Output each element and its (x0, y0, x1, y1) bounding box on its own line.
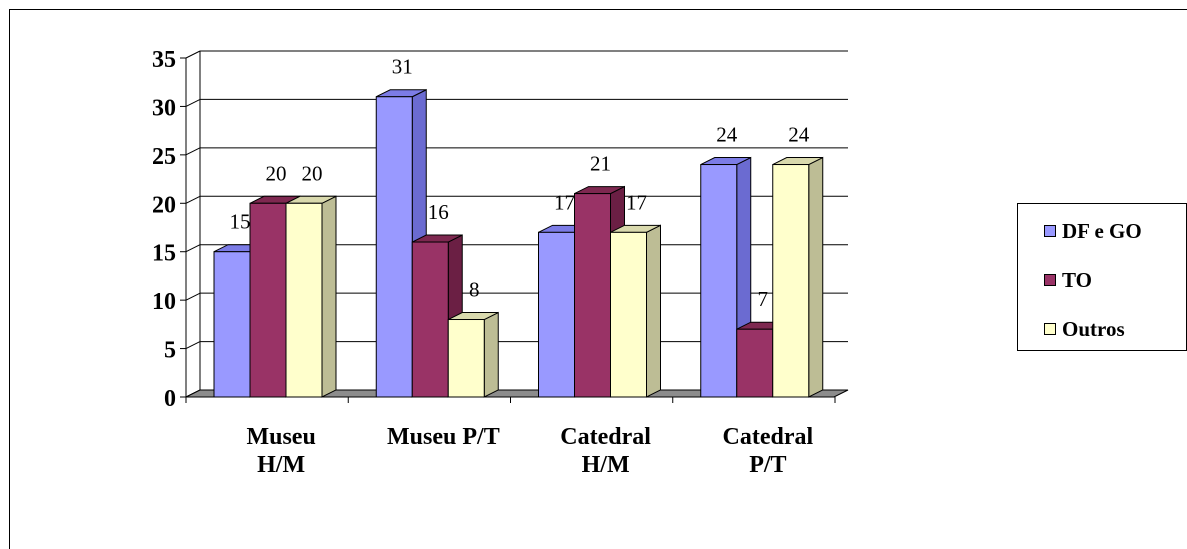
data-label: 21 (590, 152, 611, 176)
data-label: 20 (266, 161, 287, 185)
y-tick-label: 15 (152, 241, 176, 267)
legend-item-outros: Outros (1044, 316, 1125, 342)
bar (700, 164, 738, 398)
legend-label: TO (1062, 267, 1092, 292)
gridline-depth (185, 147, 201, 156)
legend-swatch (1044, 323, 1056, 335)
bar (411, 241, 449, 398)
legend-swatch (1044, 274, 1056, 286)
x-tick-label: P/T (749, 452, 786, 478)
gridline-depth (185, 195, 201, 204)
bar (447, 319, 485, 398)
x-tick-label: H/M (257, 452, 305, 478)
y-tick-label: 30 (152, 95, 176, 121)
data-label: 7 (758, 287, 769, 311)
y-tick-label: 10 (152, 289, 176, 315)
x-tick-label: H/M (582, 452, 630, 478)
bar-side (808, 156, 824, 398)
data-label: 17 (626, 190, 647, 214)
data-label: 31 (392, 55, 413, 79)
gridline-depth (185, 50, 201, 59)
y-tick-label: 0 (164, 386, 176, 412)
bar (736, 328, 774, 398)
data-label: 24 (788, 123, 810, 147)
legend-item-to: TO (1044, 267, 1092, 293)
x-tick-label: Museu P/T (387, 424, 500, 450)
bar (538, 231, 575, 398)
bar-side (321, 195, 337, 398)
gridline-depth (185, 292, 201, 301)
bar-side (646, 224, 661, 398)
legend-item-df-e-go: DF e GO (1044, 218, 1142, 244)
bar (213, 251, 251, 398)
data-label: 17 (554, 190, 575, 214)
x-tick-label: Museu (246, 424, 315, 450)
bar (249, 202, 287, 398)
data-label: 16 (428, 200, 449, 224)
bar (285, 202, 323, 398)
x-tick-label: Catedral (560, 424, 651, 450)
y-tick-label: 20 (152, 192, 176, 218)
bar (375, 96, 413, 398)
bar-side (483, 311, 499, 398)
data-label: 8 (469, 278, 480, 302)
data-label: 24 (716, 123, 738, 147)
legend-swatch (1044, 225, 1056, 237)
gridline-depth (185, 341, 201, 350)
legend: DF e GO TO Outros (1017, 203, 1187, 351)
x-tick-label: Catedral (723, 424, 814, 450)
bar (772, 164, 810, 398)
legend-label: Outros (1062, 316, 1125, 341)
y-tick-label: 5 (164, 338, 176, 364)
gridline-depth (185, 244, 201, 253)
y-tick-label: 35 (152, 47, 176, 73)
bar (574, 193, 611, 398)
legend-label: DF e GO (1062, 218, 1142, 243)
y-tick-label: 25 (152, 144, 176, 170)
gridline-depth (185, 98, 201, 107)
data-label: 20 (302, 161, 323, 185)
data-label: 15 (230, 210, 251, 234)
chart-frame (9, 9, 1187, 549)
bar (610, 231, 647, 398)
